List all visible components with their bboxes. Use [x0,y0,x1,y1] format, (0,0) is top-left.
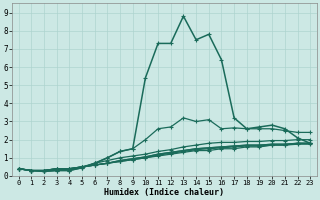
X-axis label: Humidex (Indice chaleur): Humidex (Indice chaleur) [104,188,224,197]
